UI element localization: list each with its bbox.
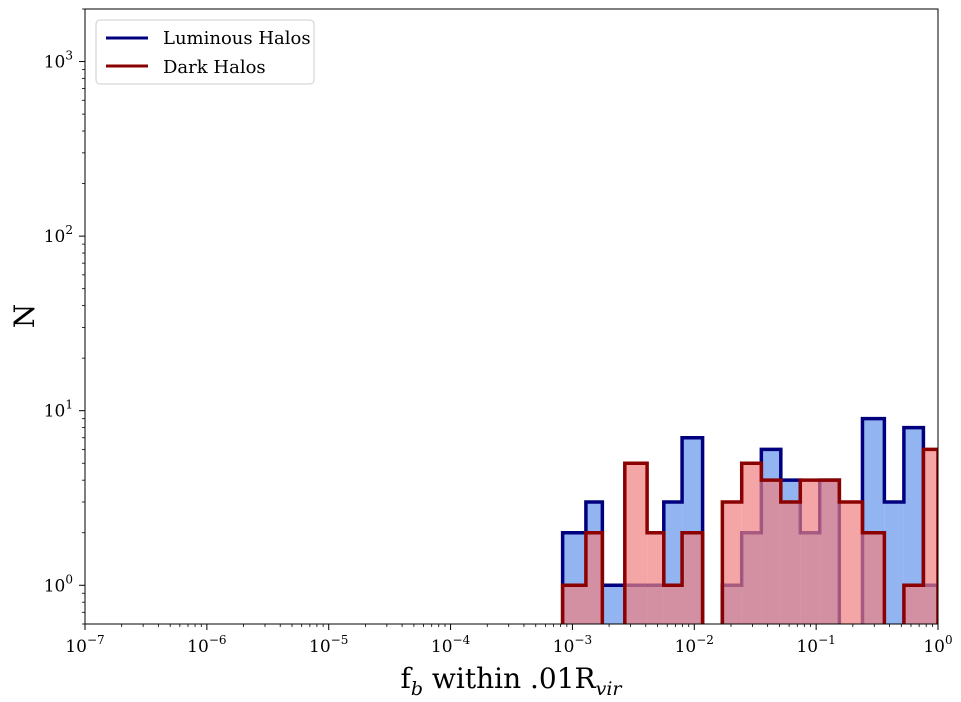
x-tick-label: 10−4 <box>431 633 471 657</box>
x-tick-label: 10−1 <box>796 633 835 657</box>
legend-label-dark-halos: Dark Halos <box>163 57 266 78</box>
bar-dark-halos-18 <box>923 449 938 624</box>
bar-dark-halos-6 <box>682 532 703 624</box>
bar-dark-halos-3 <box>624 463 648 624</box>
bar-luminous-halos-2 <box>602 585 625 624</box>
bar-dark-halos-8 <box>722 501 742 624</box>
x-tick-label: 10−6 <box>187 633 226 657</box>
plot-frame <box>84 8 939 625</box>
x-tick-label: 10−5 <box>309 633 348 657</box>
bar-dark-halos-0 <box>562 585 586 624</box>
bar-dark-halos-1 <box>585 532 603 624</box>
bar-dark-halos-12 <box>800 480 820 624</box>
y-tick-label: 103 <box>44 49 73 73</box>
legend-label-luminous-halos: Luminous Halos <box>163 28 311 49</box>
bar-dark-halos-13 <box>819 480 840 624</box>
y-axis-label: N <box>8 304 41 329</box>
legend: Luminous Halos Dark Halos <box>95 19 315 85</box>
x-tick-label: 10−3 <box>553 633 592 657</box>
bar-dark-halos-5 <box>663 585 683 624</box>
bar-luminous-halos-17 <box>903 427 924 624</box>
bar-dark-halos-15 <box>862 532 885 624</box>
x-axis: 10−7 10−6 10−5 10−4 10−3 10−2 10−1 100 <box>65 624 953 657</box>
series-dark-halos <box>560 447 938 624</box>
outline-dark-halos <box>560 447 938 624</box>
bar-dark-halos-10 <box>761 480 781 624</box>
bar-dark-halos-4 <box>647 532 664 624</box>
y-tick-label: 100 <box>44 572 73 596</box>
bar-luminous-halos-5 <box>663 501 683 624</box>
histogram-layer <box>560 416 938 624</box>
bar-dark-halos-9 <box>741 463 762 624</box>
x-tick-label: 10−2 <box>675 633 714 657</box>
x-axis-label: fb within .01Rvir <box>400 662 623 700</box>
bar-dark-halos-17 <box>903 585 924 624</box>
legend-box <box>95 19 315 85</box>
bar-dark-halos-14 <box>839 501 863 624</box>
y-tick-label: 102 <box>44 223 73 247</box>
bar-luminous-halos-16 <box>884 501 904 624</box>
x-tick-label: 100 <box>923 633 952 657</box>
y-axis: 100 101 102 103 <box>44 8 85 625</box>
x-tick-label: 10−7 <box>65 633 104 657</box>
y-tick-label: 101 <box>44 398 73 422</box>
bar-dark-halos-11 <box>780 501 801 624</box>
